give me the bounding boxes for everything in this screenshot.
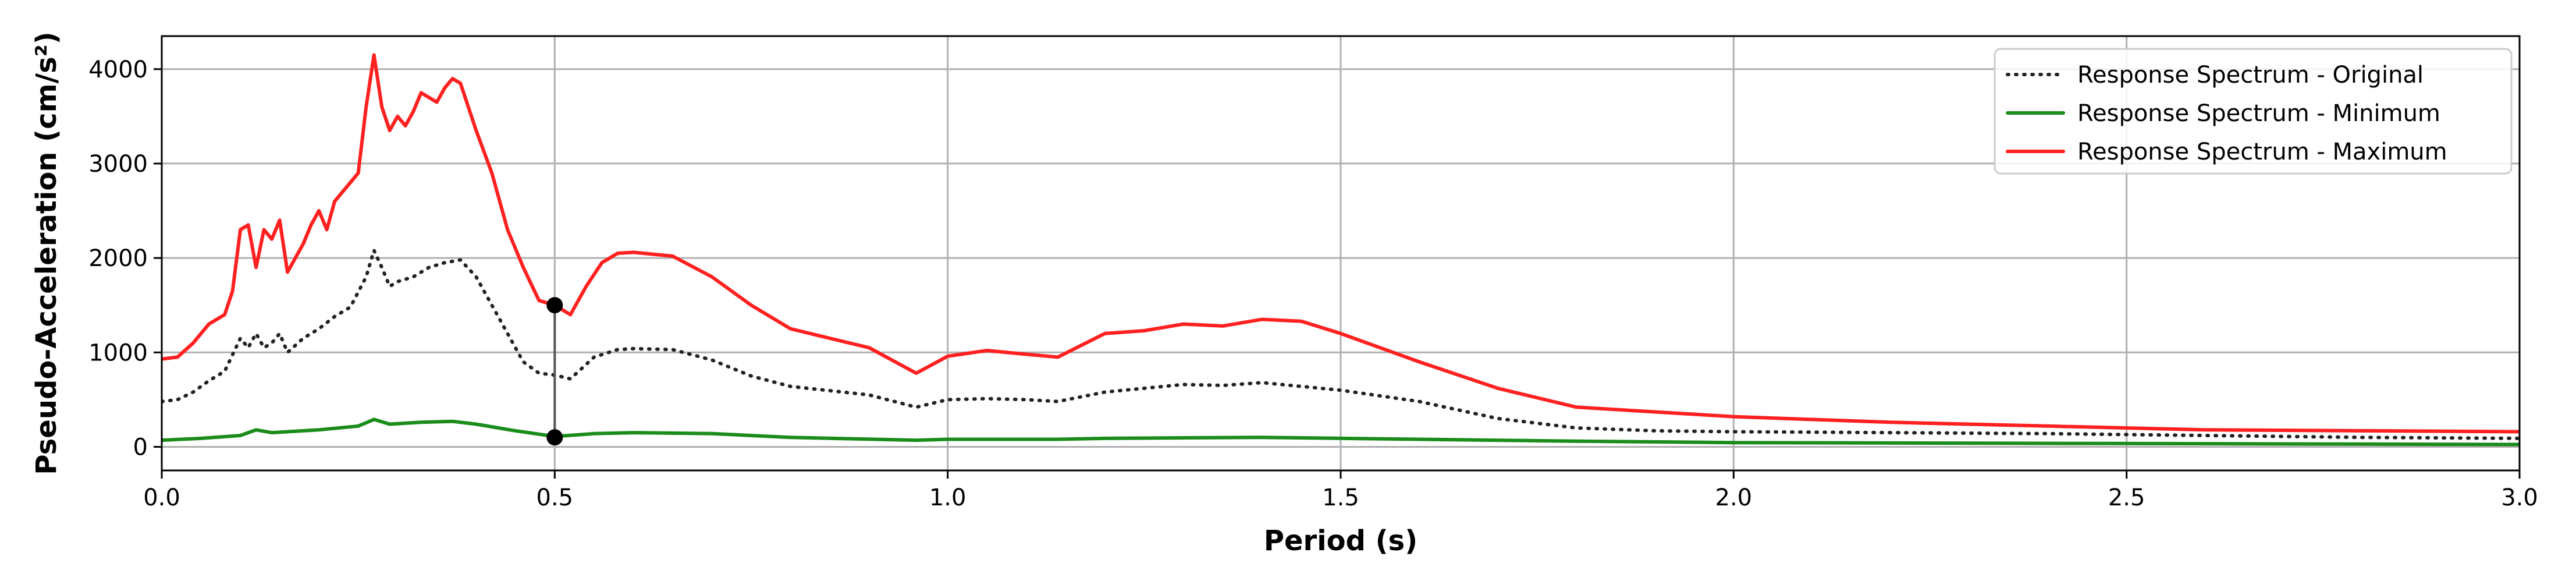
legend-label-minimum: Response Spectrum - Minimum [2077,100,2440,127]
series-line-maximum [162,53,2520,434]
x-axis-title: Period (s) [1264,525,1417,557]
x-tick-label: 0.5 [536,484,574,511]
y-tick-label: 4000 [88,56,148,83]
y-tick-label: 2000 [88,245,148,272]
marker-point [546,297,563,314]
y-tick-label: 1000 [88,339,148,366]
x-tick-label: 0.0 [143,484,180,511]
legend-label-maximum: Response Spectrum - Maximum [2077,139,2447,165]
marker-group [546,297,563,446]
x-tick-label: 1.0 [929,484,967,511]
y-axis-title: Pseudo-Acceleration (cm/s²) [30,31,63,475]
marker-point [546,429,563,446]
x-axis: 0.0 0.5 1.0 1.5 2.0 2.5 3.0 [143,470,2538,511]
y-axis: 0 1000 2000 3000 4000 [88,56,162,461]
legend-box [1994,48,2513,175]
x-tick-label: 2.5 [2108,484,2145,511]
legend-label-original: Response Spectrum - Original [2077,62,2424,88]
legend: Response Spectrum - Original Response Spe… [1994,48,2513,175]
x-tick-label: 3.0 [2501,484,2538,511]
y-tick-label: 0 [133,434,148,461]
x-tick-label: 2.0 [1715,484,1753,511]
x-tick-label: 1.5 [1322,484,1359,511]
series-line-original [162,249,2520,440]
y-tick-label: 3000 [88,151,148,178]
